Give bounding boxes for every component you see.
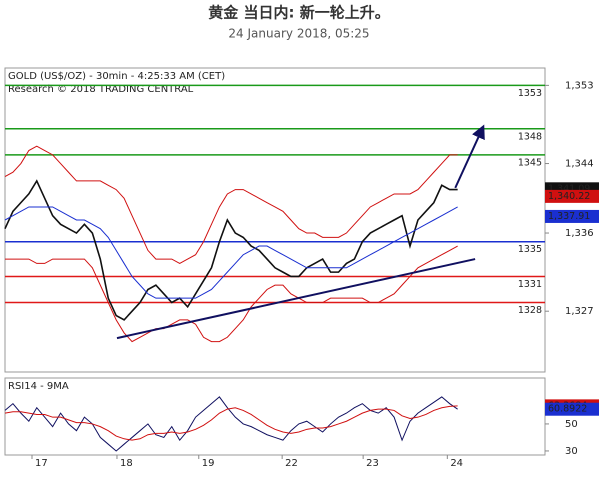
y-tick-label: 1,336 <box>565 228 594 239</box>
level-label: 1345 <box>518 157 542 168</box>
rsi-panel <box>4 377 546 456</box>
level-label: 1331 <box>518 279 542 290</box>
price-marker-label: 60.8922 <box>548 404 587 415</box>
x-tick-label: 23 <box>366 458 379 469</box>
y-tick-label: 1,353 <box>565 80 594 91</box>
series-line <box>4 206 458 299</box>
series-line <box>4 396 458 452</box>
subtitle: 24 January 2018, 05:25 <box>228 27 369 41</box>
series-line <box>5 245 458 343</box>
price-marker <box>545 402 599 416</box>
y-tick-label: 1,344 <box>565 159 594 170</box>
x-tick-label: 22 <box>285 458 298 469</box>
x-tick-label: 18 <box>120 458 133 469</box>
header-label: GOLD (US$/OZ) - 30min - 4:25:33 AM (CET) <box>8 71 225 82</box>
price-marker <box>545 209 599 223</box>
x-tick-label: 19 <box>202 458 215 469</box>
y-tick-label: 30 <box>565 446 578 457</box>
title: 黄金 当日内: 新一轮上升。 <box>208 4 389 22</box>
price-marker-label: 1,341.09 <box>548 183 590 194</box>
series-line <box>4 179 458 321</box>
level-label: 1335 <box>518 244 542 255</box>
y-tick-label: 50 <box>565 419 578 430</box>
x-tick-label: 24 <box>450 458 463 469</box>
rsi-title: RSI14 - 9MA <box>8 381 69 392</box>
price-marker <box>545 189 599 203</box>
level-label: 1328 <box>518 305 542 316</box>
series-line <box>4 405 458 441</box>
price-marker-label: 1,340.22 <box>548 191 590 202</box>
arrow <box>454 124 485 189</box>
level-label: 1353 <box>518 88 542 99</box>
y-tick-label: 1,327 <box>565 306 594 317</box>
trendline <box>116 258 476 340</box>
header-label: Research © 2018 TRADING CENTRAL <box>8 84 194 95</box>
price-marker-label: 1,337.91 <box>548 211 590 222</box>
level-label: 1348 <box>518 131 542 142</box>
series-line <box>4 145 458 264</box>
x-tick-label: 17 <box>35 458 48 469</box>
price-panel <box>4 67 546 373</box>
